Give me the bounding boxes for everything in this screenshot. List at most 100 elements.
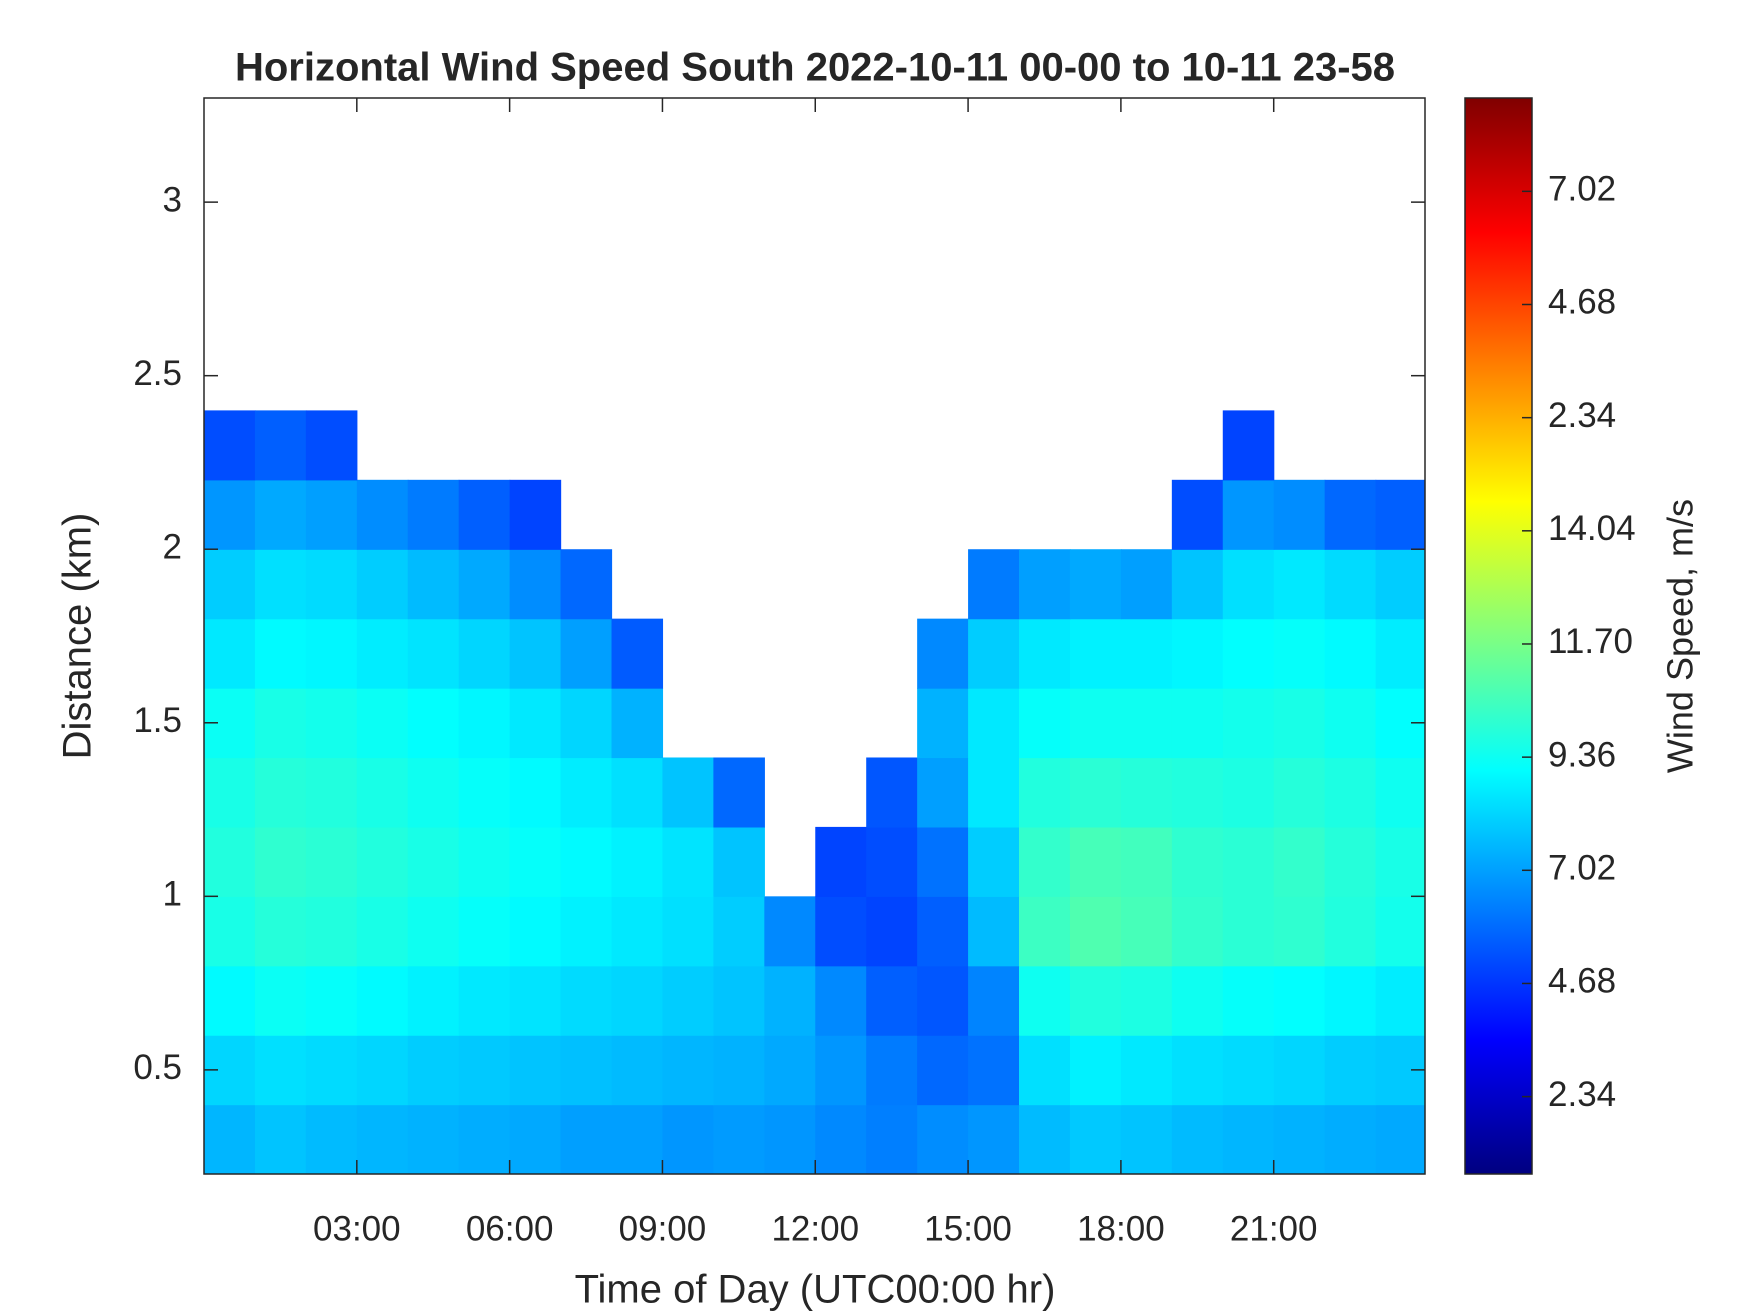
heatmap-cell: [1069, 688, 1122, 759]
heatmap-cell: [407, 965, 460, 1036]
colorbar-tick-label: 4.68: [1548, 283, 1616, 322]
heatmap-cell: [1375, 896, 1425, 967]
heatmap-cell: [1171, 688, 1224, 759]
heatmap-cell: [1324, 688, 1377, 759]
heatmap-cell: [1273, 896, 1326, 967]
heatmap-cell: [1222, 410, 1275, 481]
heatmap-cell: [1222, 757, 1275, 828]
heatmap-cell: [458, 826, 511, 897]
heatmap-cell: [356, 1035, 409, 1106]
heatmap-cell: [1324, 549, 1377, 620]
heatmap-cell: [764, 1035, 816, 1106]
heatmap-cell: [764, 1104, 816, 1174]
heatmap-cell: [1019, 688, 1071, 759]
y-tick-label: 2: [163, 527, 182, 566]
heatmap-cell: [713, 965, 765, 1036]
heatmap-cell: [917, 1104, 969, 1174]
colorbar-tick-label: 7.02: [1548, 849, 1616, 888]
heatmap-cell: [560, 688, 613, 759]
heatmap-cell: [204, 618, 256, 689]
heatmap: [204, 410, 1425, 1174]
colorbar-tick-label: 9.36: [1548, 735, 1616, 774]
heatmap-cell: [305, 896, 358, 967]
heatmap-cell: [560, 618, 613, 689]
heatmap-cell: [560, 1104, 613, 1174]
heatmap-cell: [1273, 826, 1326, 897]
heatmap-cell: [917, 1035, 969, 1106]
heatmap-cell: [1273, 479, 1326, 550]
heatmap-cell: [917, 965, 969, 1036]
heatmap-cell: [204, 479, 256, 550]
heatmap-cell: [1069, 826, 1122, 897]
heatmap-cell: [662, 826, 714, 897]
heatmap-cell: [407, 479, 460, 550]
heatmap-cell: [509, 549, 562, 620]
heatmap-cell: [1324, 1035, 1377, 1106]
heatmap-cell: [968, 1035, 1020, 1106]
heatmap-cell: [509, 1104, 562, 1174]
heatmap-cell: [1171, 965, 1224, 1036]
heatmap-cell: [1324, 965, 1377, 1036]
heatmap-cell: [254, 826, 307, 897]
heatmap-cell: [509, 1035, 562, 1106]
heatmap-cell: [611, 826, 664, 897]
heatmap-cell: [1019, 1104, 1071, 1174]
heatmap-cell: [1222, 1035, 1275, 1106]
heatmap-cell: [1273, 618, 1326, 689]
heatmap-cell: [254, 965, 307, 1036]
heatmap-cell: [1171, 896, 1224, 967]
heatmap-cell: [815, 965, 867, 1036]
heatmap-cell: [305, 549, 358, 620]
heatmap-cell: [305, 688, 358, 759]
heatmap-cell: [204, 757, 256, 828]
heatmap-cell: [1375, 1104, 1425, 1174]
heatmap-cell: [458, 1104, 511, 1174]
heatmap-cell: [1324, 1104, 1377, 1174]
heatmap-cell: [1324, 826, 1377, 897]
heatmap-cell: [1069, 1035, 1122, 1106]
heatmap-cell: [1222, 479, 1275, 550]
heatmap-cell: [254, 1035, 307, 1106]
heatmap-cell: [1171, 549, 1224, 620]
heatmap-cell: [662, 896, 714, 967]
heatmap-cell: [611, 896, 664, 967]
heatmap-cell: [611, 965, 664, 1036]
heatmap-cell: [1222, 1104, 1275, 1174]
colorbar-tick-label: 4.68: [1548, 962, 1616, 1001]
heatmap-cell: [1120, 896, 1173, 967]
heatmap-cell: [356, 757, 409, 828]
heatmap-cell: [560, 549, 613, 620]
colorbar: [1465, 98, 1532, 1174]
heatmap-cell: [305, 479, 358, 550]
heatmap-cell: [611, 1035, 664, 1106]
heatmap-cell: [458, 479, 511, 550]
colorbar-label: Wind Speed, m/s: [1660, 499, 1701, 773]
heatmap-cell: [917, 688, 969, 759]
heatmap-cell: [1120, 1035, 1173, 1106]
heatmap-cell: [204, 1104, 256, 1174]
heatmap-cell: [305, 1104, 358, 1174]
heatmap-cell: [1222, 826, 1275, 897]
x-axis-label: Time of Day (UTC00:00 hr): [575, 1268, 1056, 1312]
heatmap-cell: [1069, 618, 1122, 689]
heatmap-cell: [611, 757, 664, 828]
heatmap-cell: [1069, 896, 1122, 967]
x-tick-label: 18:00: [1077, 1209, 1165, 1248]
colorbar-tick-label: 2.34: [1548, 1075, 1616, 1114]
heatmap-cell: [611, 618, 664, 689]
heatmap-cell: [1324, 757, 1377, 828]
heatmap-cell: [458, 618, 511, 689]
heatmap-cell: [560, 965, 613, 1036]
heatmap-cell: [458, 965, 511, 1036]
heatmap-cell: [1273, 688, 1326, 759]
heatmap-cell: [1019, 757, 1071, 828]
heatmap-cell: [1120, 826, 1173, 897]
heatmap-cell: [1375, 965, 1425, 1036]
heatmap-cell: [1324, 618, 1377, 689]
x-tick-label: 09:00: [619, 1209, 707, 1248]
x-tick-label: 21:00: [1230, 1209, 1318, 1248]
heatmap-cell: [1375, 479, 1425, 550]
heatmap-cell: [407, 688, 460, 759]
heatmap-cell: [1375, 618, 1425, 689]
heatmap-cell: [611, 1104, 664, 1174]
